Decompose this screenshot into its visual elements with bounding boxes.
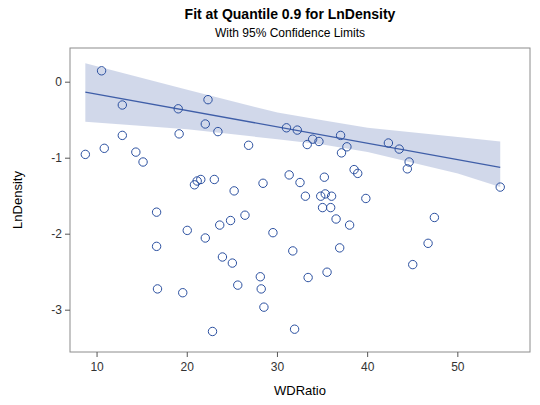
point [304,273,312,281]
y-axis-label: LnDensity [10,171,25,229]
x-tick [187,352,188,357]
point [139,158,147,166]
x-axis-label: WDRatio [274,383,326,398]
fit-line [85,92,500,167]
point [228,259,236,267]
point [214,127,222,135]
confidence-band [85,63,500,187]
point [430,213,438,221]
point [174,105,182,113]
point [244,141,252,149]
point [332,215,340,223]
point [152,208,160,216]
x-tick-label: 20 [181,360,195,374]
point [301,192,309,200]
title: Fit at Quantile 0.9 for LnDensity [185,6,396,22]
y-tick [65,158,70,159]
point [241,211,249,219]
chart: Fit at Quantile 0.9 for LnDensity With 95… [0,0,540,405]
x-tick-label: 30 [271,360,285,374]
point [183,226,191,234]
point [218,253,226,261]
point [257,285,265,293]
point [97,67,105,75]
point [362,194,370,202]
point [216,221,224,229]
y-tick-label: -2 [51,227,62,241]
point [204,95,212,103]
point [197,175,205,183]
y-tick-label: -1 [51,151,62,165]
y-tick-label: -3 [51,303,62,317]
point [256,273,264,281]
point [100,144,108,152]
point [405,158,413,166]
y-tick [65,234,70,235]
subtitle: With 95% Confidence Limits [215,26,365,40]
point [153,285,161,293]
point [384,139,392,147]
point [289,247,297,255]
point [335,244,343,252]
point [201,120,209,128]
point [285,171,293,179]
x-tick [457,352,458,357]
y-tick [65,82,70,83]
point [409,260,417,268]
x-tick [367,352,368,357]
point [323,268,331,276]
point [118,101,126,109]
x-tick-label: 10 [90,360,104,374]
point [118,131,126,139]
point [226,216,234,224]
point [152,242,160,250]
point [395,145,403,153]
plot-frame [70,48,530,352]
point [320,173,328,181]
point [201,234,209,242]
point [424,239,432,247]
point [326,203,334,211]
point [132,148,140,156]
point [336,131,344,139]
point [296,178,304,186]
point [282,124,290,132]
point [175,130,183,138]
point [179,289,187,297]
point [327,192,335,200]
y-tick [65,310,70,311]
x-tick [97,352,98,357]
point [303,140,311,148]
point [345,221,353,229]
point [230,187,238,195]
point [343,143,351,151]
point [234,281,242,289]
x-tick-label: 50 [451,360,465,374]
point [210,175,218,183]
point [269,228,277,236]
point [290,325,298,333]
plot-data [81,63,504,335]
point [208,327,216,335]
y-tick-label: 0 [55,75,62,89]
point [496,183,504,191]
x-tick-label: 40 [361,360,375,374]
point [293,126,301,134]
point [81,150,89,158]
point [259,179,267,187]
point [260,303,268,311]
point [354,169,362,177]
x-tick [277,352,278,357]
point [318,203,326,211]
point [315,137,323,145]
